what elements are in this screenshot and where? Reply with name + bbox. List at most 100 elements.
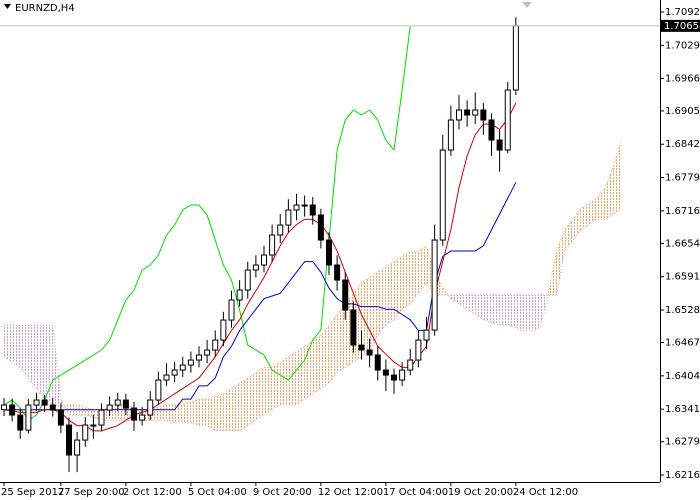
candle-body [447,119,454,151]
x-tick-label: 17 Oct 04:00 [383,487,448,498]
cloud-segment [556,229,565,295]
cloud-segment [320,325,329,389]
price-tag-label: 1.70658 [664,21,700,32]
candle-body [391,374,397,381]
candle-body [106,404,113,411]
candle-body [285,209,292,226]
y-tick-label: 1.64040 [665,371,700,382]
cloud-segment [410,251,419,304]
candle-body [366,349,373,356]
candle-body [163,374,170,381]
cloud-segment [231,383,240,431]
candle-body [277,224,284,236]
cloud-segment [467,294,476,315]
y-tick-label: 1.65285 [665,305,700,316]
y-tick-label: 1.67790 [665,173,700,184]
candle-body [41,399,48,406]
y-tick-label: 1.70290 [665,40,700,51]
menu-arrow[interactable] [4,4,11,9]
cloud-segment [605,166,614,220]
cloud-segment [182,401,191,423]
candle-body [74,439,81,456]
candle-body [399,369,406,381]
candle-body [407,359,414,371]
candle-body [147,399,154,416]
x-tick-label: 12 Oct 12:00 [318,487,383,498]
price-tag [661,19,700,32]
candle-body [220,319,227,341]
candle-body [66,424,72,456]
candle-body [33,399,40,406]
candle-body [415,339,422,361]
cloud-segment [166,404,175,423]
cloud-segment [459,294,468,310]
candle-body [9,404,16,416]
cloud-segment [199,399,208,426]
cloud-segment [215,393,224,431]
candle-body [512,25,519,91]
candle-body [496,139,503,151]
candle-body [374,354,381,371]
x-tick-label: 24 Oct 12:00 [513,487,578,498]
cloud-segment [247,372,256,426]
cloud-segment [337,303,346,373]
indicator-line [3,25,411,421]
cloud-segment [36,325,45,400]
cloud-segment [499,294,508,326]
cloud-segment [255,367,264,421]
cloud-segment [296,346,305,405]
candle-body [342,279,349,311]
candle-body [17,414,24,431]
cloud-segment [507,294,516,328]
candle-body [204,349,211,356]
y-tick-label: 1.69665 [665,73,700,84]
candle-body [82,424,89,441]
x-tick-label: 19 Oct 20:00 [448,487,513,498]
cloud-segment [28,325,37,389]
cloud-segment [264,367,273,415]
candle-body [472,109,479,116]
candle-body [122,399,129,409]
y-tick-label: 1.68420 [665,139,700,150]
y-tick-label: 1.64670 [665,338,700,349]
candle-body [269,234,276,256]
x-tick-label: 25 Sep 2017 [1,487,64,498]
indicator-line [3,102,517,432]
cloud-segment [483,294,492,323]
y-tick-label: 1.65915 [665,272,700,283]
cloud-segment [572,208,581,241]
candle-body [139,414,146,421]
candle-body [187,359,194,366]
candle-body [309,204,316,216]
shift-marker [522,2,532,8]
cloud-segment [515,294,524,331]
cloud-segment [207,396,216,431]
cloud-segment [580,203,589,230]
candle-body [244,269,251,291]
cloud-segment [272,362,281,410]
y-tick-label: 1.62165 [665,470,700,481]
candle-body [423,329,430,341]
indicator-line [4,182,517,411]
candle-body [212,339,219,351]
candle-body [480,109,487,121]
candle-body [488,119,495,141]
candle-body [228,299,235,321]
cloud-segment [12,325,21,368]
candle-body [350,309,357,346]
y-tick-label: 1.62795 [665,437,700,448]
y-tick-label: 1.66545 [665,238,700,249]
cloud-segment [158,404,167,421]
cloud-segment [524,294,533,331]
candle-body [464,109,471,116]
x-tick-label: 27 Sep 20:00 [58,487,125,498]
candle-body [431,239,438,331]
y-tick-label: 1.67160 [665,206,700,217]
candle-body [456,109,462,121]
cloud-segment [418,245,427,294]
cloud-segment [385,261,394,326]
candle-body [236,289,243,301]
cloud-segment [564,219,573,252]
candle-body [504,89,511,151]
y-tick-label: 1.69050 [665,106,700,117]
